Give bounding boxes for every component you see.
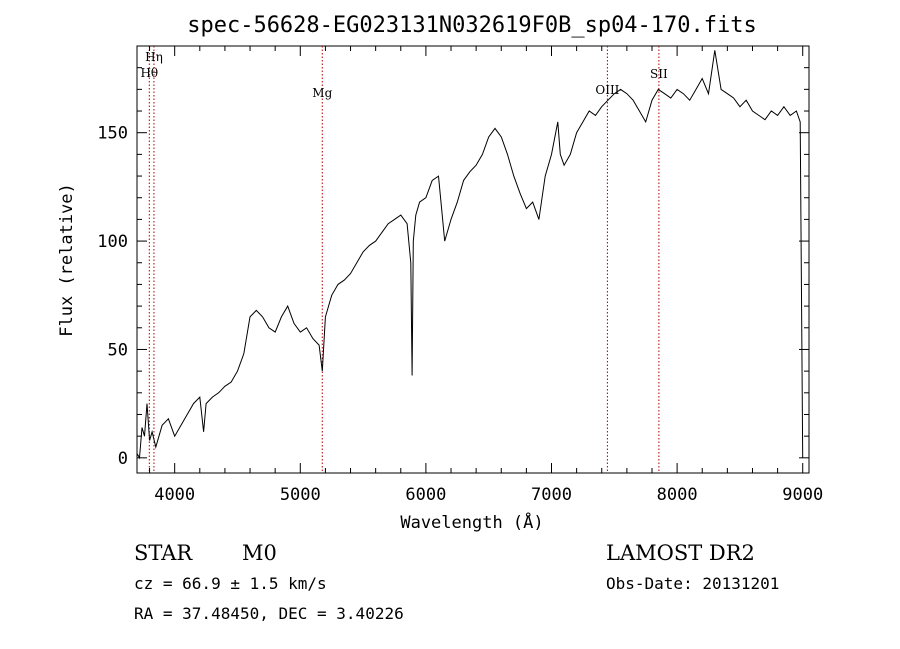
x-tick-label: 7000 xyxy=(531,485,572,505)
marker-label: Hθ xyxy=(140,66,158,80)
object-class: STAR xyxy=(134,541,193,565)
spectrum-line xyxy=(136,50,804,460)
x-axis-ticks: 4000 5000 6000 7000 8000 9000 xyxy=(149,46,823,505)
object-subclass: M0 xyxy=(242,541,277,565)
y-tick-label: 50 xyxy=(108,340,128,360)
x-tick-label: 5000 xyxy=(280,485,321,505)
coords-text: RA = 37.48450, DEC = 3.40226 xyxy=(134,604,404,623)
x-axis-label: Wavelength (Å) xyxy=(400,511,543,533)
line-markers xyxy=(148,46,660,473)
chart-title: spec-56628-EG023131N032619F0B_sp04-170.f… xyxy=(187,13,757,38)
y-tick-label: 150 xyxy=(97,124,128,144)
marker-label: OIII xyxy=(595,83,619,97)
spectrum-series xyxy=(136,50,804,460)
y-tick-label: 0 xyxy=(118,449,128,469)
plot-frame xyxy=(136,45,810,474)
marker-label: Mg xyxy=(312,86,332,100)
marker-label: SII xyxy=(650,67,668,81)
line-marker-labels: Hη Hθ Mg OIII SII xyxy=(140,50,668,100)
obs-date-text: Obs-Date: 20131201 xyxy=(606,574,779,593)
marker-label: Hη xyxy=(145,50,163,64)
survey-label: LAMOST DR2 xyxy=(606,541,755,565)
y-axis-ticks: 0 50 100 150 xyxy=(97,67,809,469)
y-tick-label: 100 xyxy=(97,232,128,252)
x-tick-label: 4000 xyxy=(154,485,195,505)
x-tick-label: 9000 xyxy=(782,485,823,505)
redshift-text: cz = 66.9 ± 1.5 km/s xyxy=(134,574,327,593)
x-tick-label: 6000 xyxy=(405,485,446,505)
x-tick-label: 8000 xyxy=(657,485,698,505)
y-axis-label: Flux (relative) xyxy=(57,183,77,337)
